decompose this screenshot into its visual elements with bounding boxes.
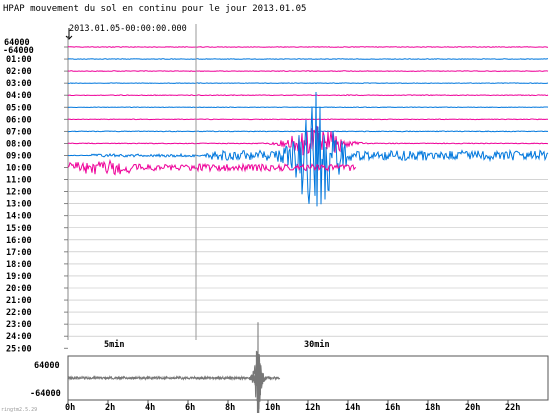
amp-max-label: 64000 <box>4 38 30 48</box>
trace-hour-4 <box>67 94 549 97</box>
overview-x-tick-label: 22h <box>505 403 520 413</box>
hour-label: 19:00 <box>6 272 32 282</box>
hour-label: 18:00 <box>6 260 32 270</box>
hour-label: 08:00 <box>6 139 32 149</box>
trace-hour-9 <box>67 91 549 207</box>
hour-label: 20:00 <box>6 284 32 294</box>
overview-x-tick-label: 4h <box>145 403 155 413</box>
overview-x-tick-label: 8h <box>225 403 235 413</box>
overview-x-tick-label: 10h <box>265 403 280 413</box>
hour-label: 22:00 <box>6 308 32 318</box>
overview-x-tick-label: 2h <box>105 403 115 413</box>
minute-tick-label: 5min <box>104 339 124 350</box>
hour-label: 25:00 <box>6 344 32 354</box>
overview-x-tick-label: 0h <box>65 403 75 413</box>
hour-label: 03:00 <box>6 79 32 89</box>
hour-label: 21:00 <box>6 296 32 306</box>
overview-line <box>67 361 281 393</box>
day-overview: 64000 -64000 0h 2h 4h 6h 8h 10h 12h 14h 16h 18h 20… <box>30 322 549 413</box>
trace-hour-6 <box>67 118 549 121</box>
hour-label: 15:00 <box>6 224 32 234</box>
start-time-label: 2013.01.05-00:00:00.000 <box>69 24 187 34</box>
hour-label: 24:00 <box>6 332 32 342</box>
trace-hour-1 <box>67 58 548 60</box>
hour-label: 05:00 <box>6 103 32 113</box>
hour-label: 11:00 <box>6 176 32 186</box>
hour-label: 07:00 <box>6 127 32 137</box>
minute-tick-label: 30min <box>304 339 330 350</box>
overview-amp-max-label: 64000 <box>34 361 60 371</box>
overview-trace <box>67 322 281 413</box>
hour-label: 14:00 <box>6 212 32 222</box>
overview-x-tick-label: 18h <box>425 403 440 413</box>
traces <box>67 46 549 207</box>
hour-label: 12:00 <box>6 188 32 198</box>
overview-x-tick-label: 6h <box>185 403 195 413</box>
hour-labels: 01:00 02:00 03:00 04:00 05:00 06:00 07:00 08:00… <box>6 55 32 354</box>
hour-label: 09:00 <box>6 151 32 161</box>
overview-x-tick-label: 16h <box>385 403 400 413</box>
trace-hour-3 <box>67 82 549 84</box>
hour-label: 10:00 <box>6 164 32 174</box>
overview-x-tick-label: 12h <box>305 403 320 413</box>
hour-label: 02:00 <box>6 67 32 77</box>
overview-x-tick-label: 20h <box>465 403 480 413</box>
hour-label: 04:00 <box>6 91 32 101</box>
trace-hour-8 <box>67 125 548 156</box>
overview-x-tick-label: 14h <box>345 403 360 413</box>
version-label: ringtm2.5.29 <box>1 407 37 413</box>
hour-label: 17:00 <box>6 248 32 258</box>
hour-label: 16:00 <box>6 236 32 246</box>
trace-hour-0 <box>68 46 548 48</box>
minute-ticks: 5min 30min <box>104 339 330 350</box>
overview-event-spike <box>250 322 266 413</box>
chart-title: HPAP mouvement du sol en continu pour le… <box>3 4 306 14</box>
start-marker <box>65 28 73 40</box>
hour-grid <box>64 46 548 349</box>
amp-min-label: -64000 <box>3 46 34 56</box>
trace-hour-5 <box>67 106 549 109</box>
hour-label: 06:00 <box>6 115 32 125</box>
trace-hour-10 <box>67 158 357 176</box>
overview-amp-min-label: -64000 <box>30 389 61 399</box>
trace-hour-7 <box>67 130 549 133</box>
hour-label: 13:00 <box>6 200 32 210</box>
overview-x-ticks: 0h 2h 4h 6h 8h 10h 12h 14h 16h 18h 20h 22h <box>65 400 520 413</box>
hour-label: 01:00 <box>6 55 32 65</box>
hour-label: 23:00 <box>6 320 32 330</box>
trace-hour-2 <box>67 70 549 72</box>
